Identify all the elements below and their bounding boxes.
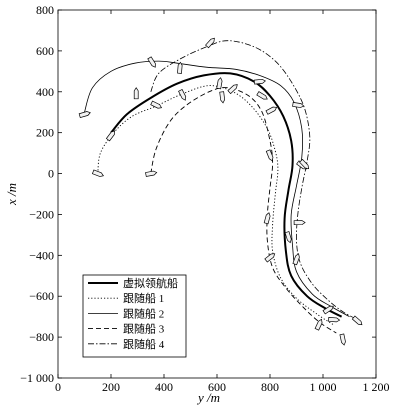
x-tick-label: 0 — [55, 380, 61, 394]
series-line-4 — [150, 87, 337, 334]
ship-hull — [177, 61, 183, 74]
ship-marker — [265, 149, 274, 162]
y-tick-label: −200 — [29, 207, 54, 221]
ship-marker — [216, 77, 223, 90]
ship-hull — [264, 253, 276, 263]
ship-hull — [322, 305, 334, 315]
ship-markers — [78, 37, 363, 346]
ship-hull — [265, 149, 274, 162]
ship-hull — [263, 212, 271, 225]
x-tick-label: 1 000 — [310, 380, 337, 394]
legend-label-3: 跟随船 2 — [123, 306, 164, 320]
ship-hull — [227, 84, 238, 95]
ship-hull — [150, 100, 163, 109]
ship-marker — [284, 231, 292, 244]
ship-hull — [219, 91, 226, 104]
ship-marker — [78, 111, 91, 119]
y-tick-label: −1 000 — [20, 371, 54, 385]
ship-marker — [178, 88, 187, 101]
legend-label-4: 跟随船 3 — [123, 322, 165, 336]
ship-hull — [178, 88, 187, 101]
ship-hull — [299, 158, 310, 170]
y-axis-label: x /m — [4, 183, 19, 206]
ship-marker — [299, 158, 310, 170]
ship-marker — [314, 318, 323, 331]
ship-marker — [256, 91, 268, 100]
y-tick-label: 400 — [36, 85, 54, 99]
ship-hull — [328, 316, 341, 323]
ship-hull — [284, 231, 292, 244]
ship-marker — [133, 87, 139, 100]
ship-hull — [292, 101, 305, 108]
y-tick-label: 0 — [48, 167, 54, 181]
ship-marker — [265, 106, 278, 115]
ship-marker — [351, 315, 363, 326]
ship-marker — [105, 130, 115, 142]
ship-marker — [177, 61, 183, 74]
ship-marker — [145, 170, 158, 177]
axis-ticks: 0 200 400 600 800 1 000 1 200 800 600 400 200 0 −200… — [20, 3, 389, 394]
legend-box — [82, 274, 187, 358]
x-axis-label: y /m — [196, 390, 220, 405]
ship-marker — [91, 169, 104, 177]
ship-hull — [256, 91, 268, 100]
y-tick-label: 600 — [36, 44, 54, 58]
ship-hull — [145, 170, 158, 177]
ship-marker — [219, 91, 226, 104]
ship-marker — [253, 78, 266, 85]
ship-hull — [78, 111, 91, 119]
y-tick-label: −600 — [29, 289, 54, 303]
y-tick-label: −800 — [29, 330, 54, 344]
legend-label-1: 虚拟领航船 — [123, 276, 178, 290]
ship-hull — [205, 37, 215, 49]
ship-hull — [253, 78, 266, 85]
ship-marker — [322, 305, 334, 315]
ship-hull — [339, 333, 346, 346]
ship-marker — [328, 316, 341, 323]
ship-marker — [227, 84, 238, 95]
series-line-2 — [97, 85, 334, 326]
ship-hull — [292, 253, 300, 266]
ship-hull — [265, 106, 278, 115]
legend-label-5: 跟随船 4 — [123, 337, 165, 351]
ship-marker — [293, 220, 306, 226]
y-tick-label: −400 — [29, 248, 54, 262]
ship-hull — [314, 318, 323, 331]
x-tick-label: 400 — [155, 380, 173, 394]
series-layer — [84, 40, 361, 334]
ship-marker — [205, 37, 215, 49]
y-tick-label: 800 — [36, 3, 54, 17]
series-line-5 — [150, 40, 361, 322]
ship-marker — [263, 212, 271, 225]
x-tick-label: 1 200 — [363, 380, 390, 394]
x-tick-label: 200 — [102, 380, 120, 394]
y-tick-label: 200 — [36, 126, 54, 140]
series-line-1 — [110, 72, 343, 318]
ship-marker — [292, 101, 305, 108]
ship-hull — [293, 220, 306, 226]
ship-marker — [147, 56, 156, 68]
x-tick-label: 600 — [208, 380, 226, 394]
ship-hull — [91, 169, 104, 177]
ship-marker — [264, 253, 276, 263]
ship-hull — [216, 77, 223, 90]
legend-label-2: 跟随船 1 — [123, 291, 164, 305]
ship-marker — [292, 253, 300, 266]
ship-hull — [133, 87, 139, 100]
ship-marker — [150, 100, 163, 109]
ship-hull — [351, 315, 363, 326]
series-line-3 — [84, 60, 350, 318]
ship-hull — [147, 56, 156, 68]
ship-marker — [339, 333, 346, 346]
ship-hull — [105, 130, 115, 142]
x-tick-label: 800 — [261, 380, 279, 394]
